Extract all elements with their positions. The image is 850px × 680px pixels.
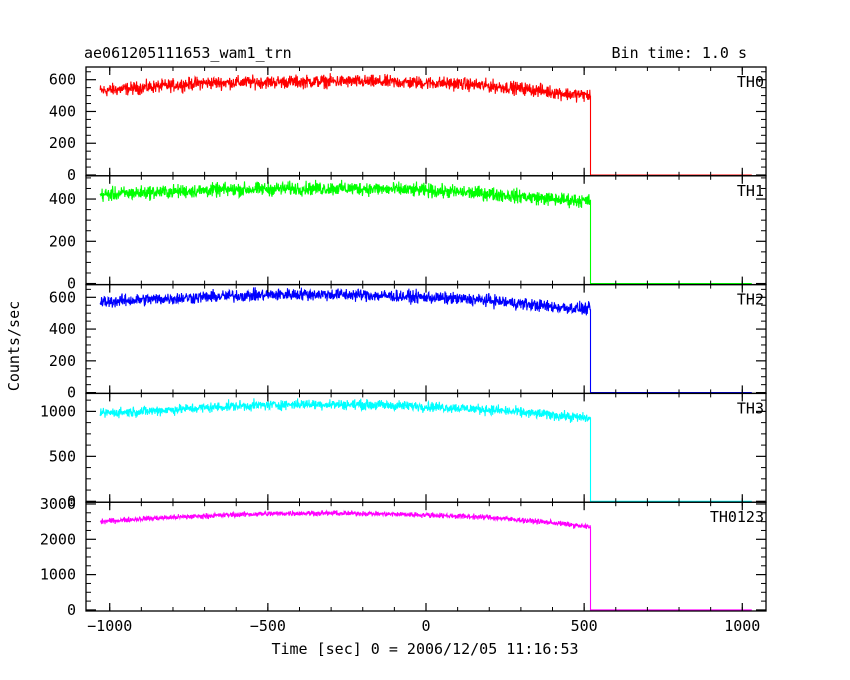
y-tick-label: 400 [49,320,76,338]
panel-label-th3: TH3 [737,399,764,417]
y-tick-label: 400 [49,102,76,120]
y-axis-label: Counts/sec [5,301,23,391]
bin-time-label: Bin time: 1.0 s [611,44,747,62]
panel-th3: 0 500 1000 TH3 [40,392,767,510]
panel-th2: 0 200 400 600 TH2 [49,283,767,402]
panel-th1: 0 200 400 TH1 [49,175,767,293]
y-tick-label: 0 [67,166,76,184]
y-tick-label: 600 [49,71,76,89]
y-tick-label: 0 [67,275,76,293]
y-tick-label: 1000 [40,402,76,420]
y-tick-label: 400 [49,190,76,208]
y-tick-label: 2000 [40,530,76,548]
panel-label-th1: TH1 [737,182,764,200]
x-tick-label: −1000 [87,617,132,635]
panel-label-th0123: TH0123 [710,508,764,526]
panel-frame-th0123 [85,501,767,612]
panel-th0: 0 200 400 600 TH0 [49,66,767,184]
x-tick-label: 1000 [724,617,760,635]
panel-label-th2: TH2 [737,291,764,309]
panels-group: 0 200 400 600 TH0 0 200 400 TH1 0 200 400 600 TH2 0 500… [40,66,767,619]
y-tick-label: 0 [67,492,76,510]
y-tick-label: 500 [49,447,76,465]
panel-th0123: 0 1000 2000 3000 TH0123 [40,495,767,619]
x-tick-label: −500 [250,617,286,635]
y-tick-label: 200 [49,352,76,370]
x-tick-label: 0 [421,617,430,635]
y-tick-label: 200 [49,134,76,152]
x-axis-label: Time [sec] 0 = 2006/12/05 11:16:53 [271,640,578,658]
y-tick-label: 0 [67,601,76,619]
panel-label-th0: TH0 [737,73,764,91]
series-th1 [99,179,752,285]
panel-frame-th3 [85,392,767,503]
series-th3 [99,398,752,502]
series-th0123 [99,509,752,611]
x-axis: −1000 −500 0 500 1000 [87,617,760,635]
y-tick-label: 600 [49,288,76,306]
y-tick-label: 200 [49,232,76,250]
y-tick-label: 1000 [40,566,76,584]
x-tick-label: 500 [571,617,598,635]
chart-title: ae061205111653_wam1_trn [84,44,292,62]
y-tick-label: 0 [67,384,76,402]
series-th2 [99,287,752,394]
y-tick-label: 3000 [40,495,76,513]
series-th0 [99,73,752,176]
